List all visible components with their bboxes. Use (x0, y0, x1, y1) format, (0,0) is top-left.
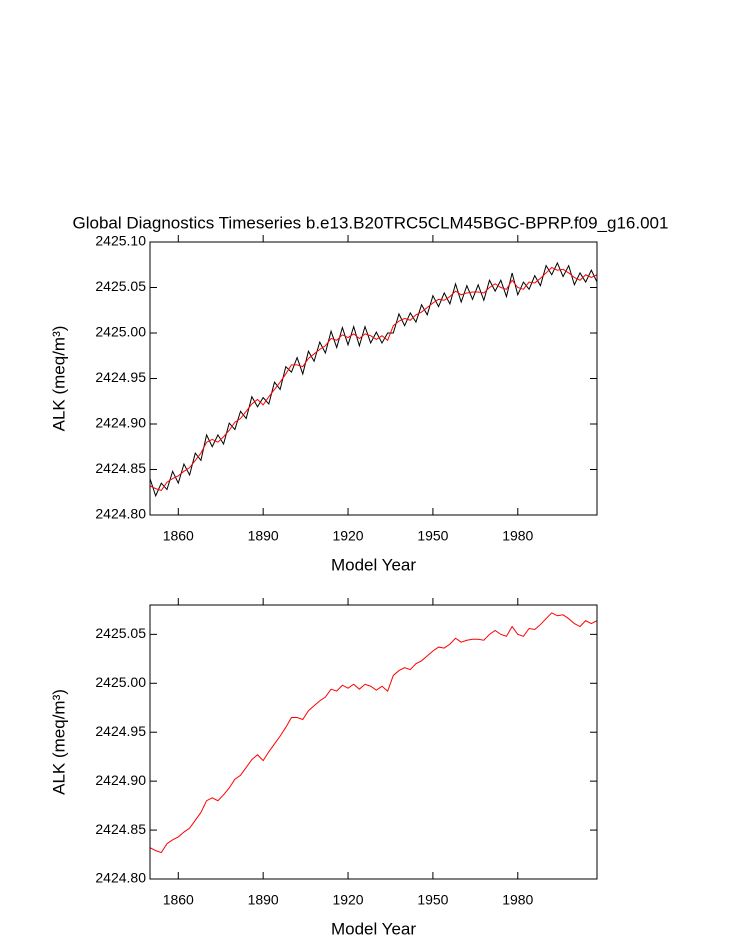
y-tick-label: 2425.00 (95, 674, 146, 690)
x-axis-label: Model Year (331, 919, 416, 938)
x-tick-label: 1890 (248, 892, 279, 908)
y-tick-label: 2425.05 (95, 625, 146, 641)
y-axis-label: ALK (meq/m³) (49, 326, 68, 432)
y-tick-label: 2425.10 (95, 233, 146, 249)
x-tick-label: 1980 (502, 892, 533, 908)
y-tick-label: 2424.95 (95, 723, 146, 739)
data-line (149, 612, 598, 854)
y-tick-label: 2424.90 (95, 772, 146, 788)
x-tick-label: 1950 (417, 892, 448, 908)
x-tick-label: 1890 (248, 528, 279, 544)
y-tick-label: 2424.85 (95, 460, 146, 476)
y-tick-label: 2424.95 (95, 369, 146, 385)
x-tick-label: 1950 (417, 528, 448, 544)
y-tick-label: 2424.90 (95, 415, 146, 431)
y-tick-label: 2424.85 (95, 821, 146, 837)
chart-title: Global Diagnostics Timeseries b.e13.B20T… (73, 213, 669, 232)
y-axis-label: ALK (meq/m³) (49, 689, 68, 795)
x-tick-label: 1920 (332, 892, 363, 908)
y-tick-label: 2425.05 (95, 278, 146, 294)
y-tick-label: 2425.00 (95, 324, 146, 340)
y-tick-label: 2424.80 (95, 506, 146, 522)
x-axis-label: Model Year (331, 555, 416, 574)
plot-frame (149, 604, 598, 880)
x-tick-label: 1860 (163, 528, 194, 544)
x-tick-label: 1980 (502, 528, 533, 544)
y-tick-label: 2424.80 (95, 870, 146, 886)
x-tick-label: 1920 (332, 528, 363, 544)
data-line (149, 261, 598, 498)
data-line (149, 266, 598, 492)
plot-frame (149, 241, 598, 516)
x-tick-label: 1860 (163, 892, 194, 908)
